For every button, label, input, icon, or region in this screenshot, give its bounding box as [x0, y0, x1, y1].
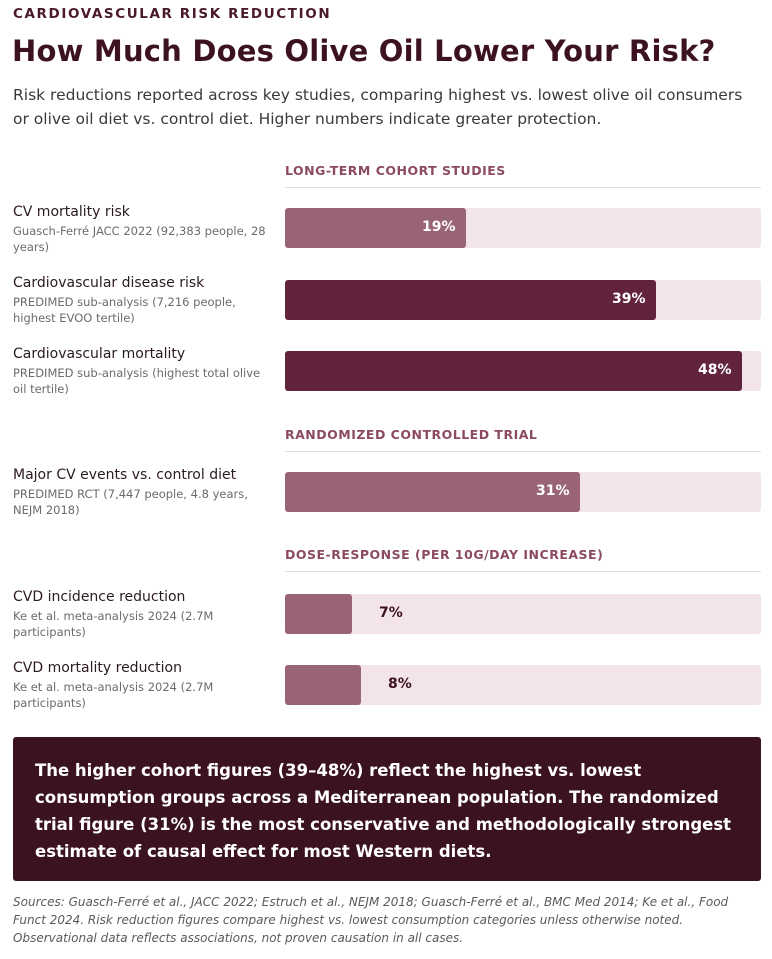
row-source: Ke et al. meta-analysis 2024 (2.7M parti…	[13, 609, 214, 639]
bar-value-label: 39%	[612, 291, 646, 307]
eyebrow-label: CARDIOVASCULAR RISK REDUCTION	[13, 6, 332, 22]
bar	[285, 351, 742, 391]
callout-box: The higher cohort figures (39–48%) refle…	[13, 737, 761, 881]
row-title: Cardiovascular disease risk	[13, 275, 205, 291]
bar-track: 7%	[285, 594, 761, 634]
page-title: How Much Does Olive Oil Lower Your Risk?	[12, 34, 716, 68]
bar-track: 8%	[285, 665, 761, 705]
row-label: CV mortality risk Guasch-Ferré JACC 2022…	[13, 203, 275, 255]
bar	[285, 280, 656, 320]
bar	[285, 665, 361, 705]
section-heading-rct: RANDOMIZED CONTROLLED TRIAL	[285, 427, 761, 452]
row-title: CVD mortality reduction	[13, 660, 182, 676]
row-label: Cardiovascular disease risk PREDIMED sub…	[13, 274, 275, 326]
bar	[285, 472, 580, 512]
bar-track: 48%	[285, 351, 761, 391]
row-source: Ke et al. meta-analysis 2024 (2.7M parti…	[13, 680, 214, 710]
bar-track: 39%	[285, 280, 761, 320]
row-title: CV mortality risk	[13, 204, 130, 220]
bar	[285, 594, 352, 634]
row-title: Major CV events vs. control diet	[13, 467, 237, 483]
row-source: PREDIMED sub-analysis (highest total oli…	[13, 366, 261, 396]
section-heading-dose-response: DOSE-RESPONSE (PER 10G/DAY INCREASE)	[285, 547, 761, 572]
row-source: Guasch-Ferré JACC 2022 (92,383 people, 2…	[13, 224, 266, 254]
page-subtitle: Risk reductions reported across key stud…	[13, 86, 743, 128]
row-label: Cardiovascular mortality PREDIMED sub-an…	[13, 345, 275, 397]
section-heading-cohort: LONG-TERM COHORT STUDIES	[285, 163, 761, 188]
bar-value-label: 19%	[422, 219, 456, 235]
row-source: PREDIMED sub-analysis (7,216 people, hig…	[13, 295, 236, 325]
row-label: CVD incidence reduction Ke et al. meta-a…	[13, 588, 275, 640]
callout-text: The higher cohort figures (39–48%) refle…	[35, 761, 732, 861]
row-label: Major CV events vs. control diet PREDIME…	[13, 466, 275, 518]
bar-value-label: 48%	[698, 362, 732, 378]
sources-note: Sources: Guasch-Ferré et al., JACC 2022;…	[13, 895, 729, 945]
row-label: CVD mortality reduction Ke et al. meta-a…	[13, 659, 275, 711]
bar-value-label: 31%	[536, 483, 570, 499]
row-title: CVD incidence reduction	[13, 589, 186, 605]
bar-track: 31%	[285, 472, 761, 512]
row-source: PREDIMED RCT (7,447 people, 4.8 years, N…	[13, 487, 248, 517]
row-title: Cardiovascular mortality	[13, 346, 186, 362]
bar-value-label: 7%	[379, 605, 403, 621]
bar	[285, 208, 466, 248]
bar-track: 19%	[285, 208, 761, 248]
bar-value-label: 8%	[388, 676, 412, 692]
